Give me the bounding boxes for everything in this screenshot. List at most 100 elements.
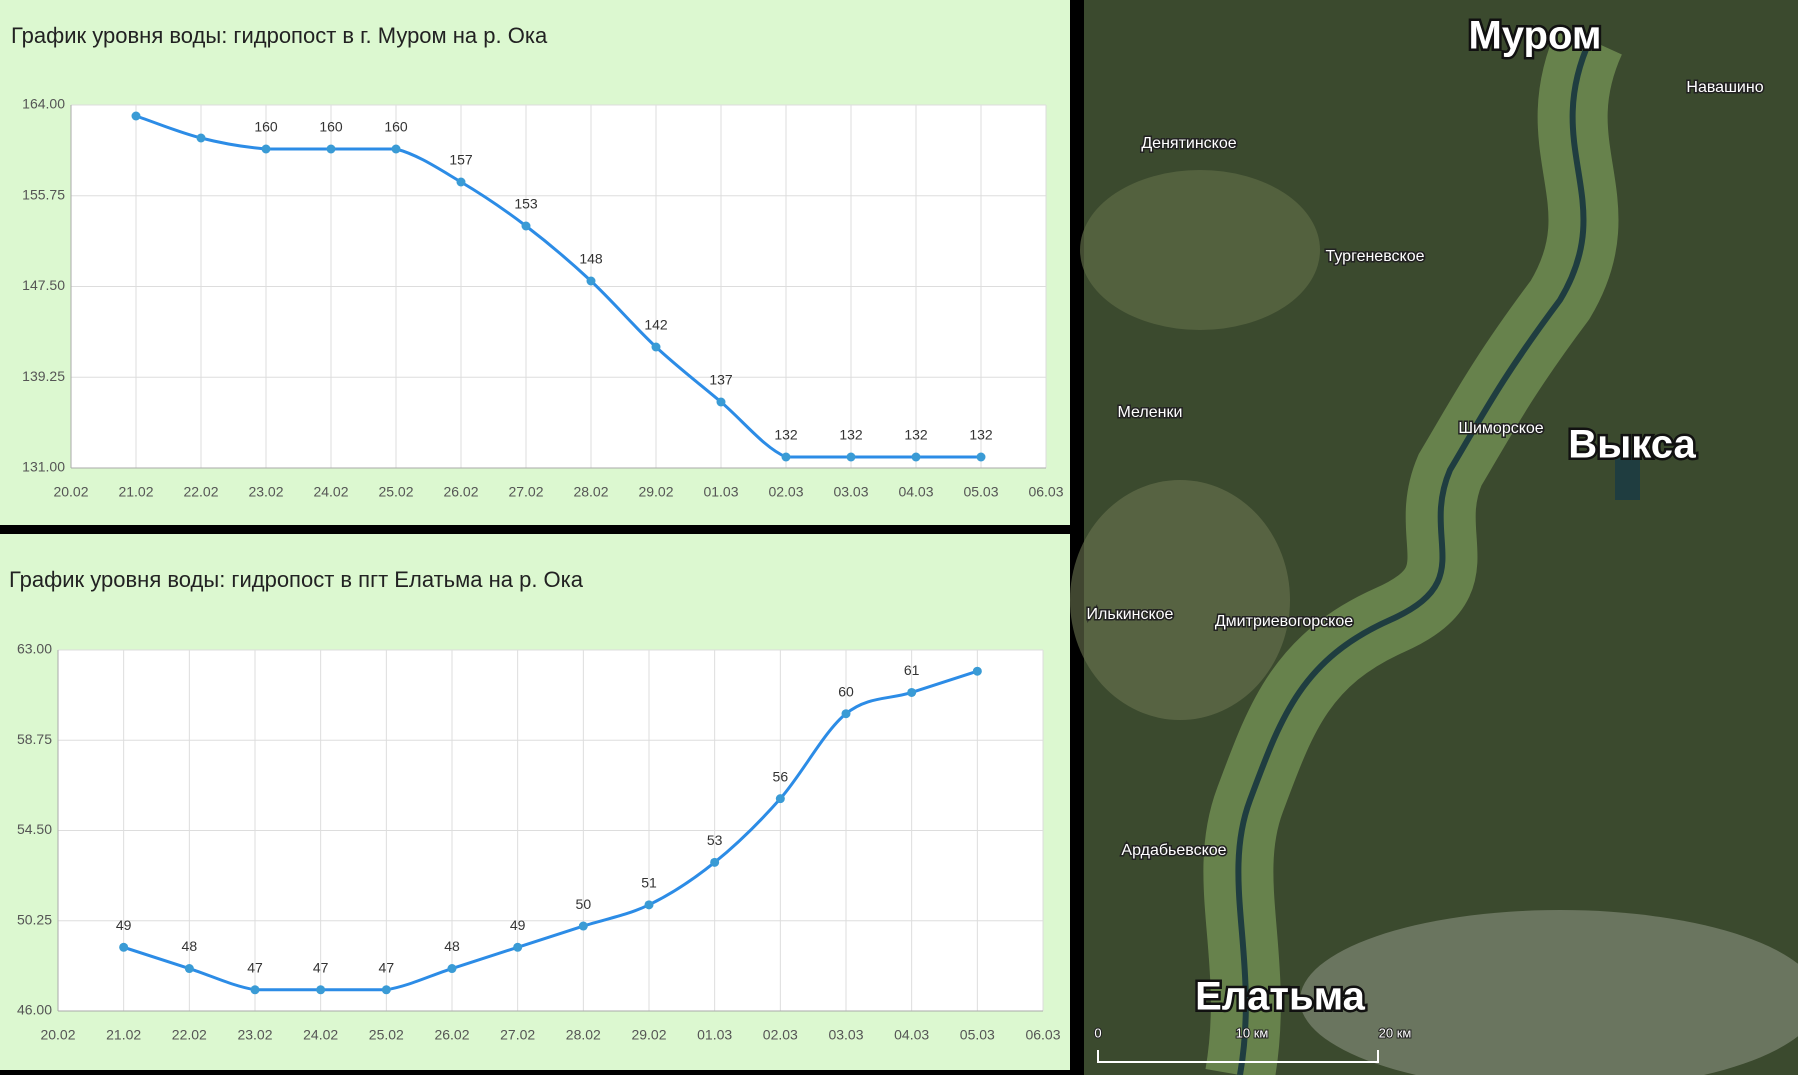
- y-tick-label: 147.50: [22, 277, 65, 293]
- x-tick-label: 04.03: [894, 1027, 929, 1043]
- y-tick-label: 63.00: [17, 641, 52, 657]
- point: [972, 666, 982, 676]
- map-label: Елатьма: [1195, 975, 1366, 1019]
- point: [846, 452, 856, 462]
- data-label: 56: [773, 768, 789, 784]
- data-label: 132: [774, 427, 798, 443]
- x-tick-label: 27.02: [508, 484, 543, 500]
- point: [521, 221, 531, 231]
- data-label: 160: [319, 119, 343, 135]
- data-label: 160: [254, 119, 278, 135]
- map-label: Денятинское: [1141, 135, 1236, 152]
- scale-bar: [1097, 1050, 1379, 1063]
- y-tick-label: 164.00: [22, 96, 65, 112]
- x-tick-label: 02.03: [768, 484, 803, 500]
- point: [841, 709, 851, 719]
- data-label: 47: [379, 959, 395, 975]
- point: [716, 397, 726, 407]
- data-label: 132: [839, 427, 863, 443]
- x-tick-label: 03.03: [828, 1027, 863, 1043]
- chart-title: График уровня воды: гидропост в г. Муром…: [11, 23, 548, 48]
- map-label: Меленки: [1118, 404, 1183, 421]
- data-label: 47: [247, 959, 263, 975]
- line: [123, 669, 978, 992]
- x-tick-label: 06.03: [1025, 1027, 1060, 1043]
- x-tick-label: 23.02: [237, 1027, 272, 1043]
- lake: [1615, 455, 1640, 500]
- x-tick-label: 05.03: [963, 484, 998, 500]
- scale-label: 0: [1094, 1025, 1101, 1040]
- chart-title: График уровня воды: гидропост в пгт Елат…: [9, 567, 584, 592]
- point: [119, 942, 129, 952]
- data-label: 148: [579, 251, 603, 267]
- data-label: 60: [838, 683, 854, 699]
- point: [644, 900, 654, 910]
- x-tick-label: 27.02: [500, 1027, 535, 1043]
- map-label: Ардабьевское: [1121, 842, 1226, 859]
- x-tick-label: 22.02: [183, 484, 218, 500]
- x-tick-label: 24.02: [303, 1027, 338, 1043]
- data-label: 53: [707, 832, 723, 848]
- line: [135, 114, 981, 459]
- point: [911, 452, 921, 462]
- y-tick-label: 155.75: [22, 186, 65, 202]
- x-tick-label: 29.02: [631, 1027, 666, 1043]
- map: Муром Навашино Денятинское Тургеневское …: [1070, 0, 1798, 1075]
- data-label: 49: [116, 917, 132, 933]
- map-label: Дмитриевогорское: [1215, 613, 1353, 630]
- river: [1235, 38, 1593, 1075]
- data-label: 47: [313, 959, 329, 975]
- x-tick-label: 26.02: [434, 1027, 469, 1043]
- x-tick-label: 28.02: [566, 1027, 601, 1043]
- point: [391, 144, 401, 154]
- map-label: Шиморское: [1458, 420, 1543, 437]
- x-tick-label: 01.03: [697, 1027, 732, 1043]
- point: [775, 794, 785, 804]
- data-label: 153: [514, 196, 538, 212]
- point: [250, 985, 260, 995]
- y-tick-label: 131.00: [22, 459, 65, 475]
- x-tick-label: 25.02: [369, 1027, 404, 1043]
- data-label: 48: [182, 938, 198, 954]
- scale-label: 10 км: [1236, 1025, 1269, 1040]
- x-tick-label: 25.02: [378, 484, 413, 500]
- x-tick-label: 29.02: [638, 484, 673, 500]
- y-tick-label: 46.00: [17, 1002, 52, 1018]
- point: [781, 452, 791, 462]
- data-label: 132: [904, 427, 928, 443]
- x-tick-label: 06.03: [1028, 484, 1063, 500]
- point: [196, 133, 206, 143]
- y-tick-label: 58.75: [17, 731, 52, 747]
- data-label: 50: [576, 896, 592, 912]
- data-label: 61: [904, 662, 920, 678]
- map-label: Илькинское: [1087, 606, 1174, 623]
- point: [381, 985, 391, 995]
- field: [1080, 170, 1320, 330]
- x-tick-label: 26.02: [443, 484, 478, 500]
- data-label: 142: [644, 317, 668, 333]
- x-tick-label: 20.02: [53, 484, 88, 500]
- point: [976, 452, 986, 462]
- y-tick-label: 139.25: [22, 368, 65, 384]
- data-label: 51: [641, 875, 657, 891]
- x-tick-label: 28.02: [573, 484, 608, 500]
- point: [456, 177, 466, 187]
- x-tick-label: 04.03: [898, 484, 933, 500]
- data-label: 157: [449, 152, 473, 168]
- data-label: 137: [709, 372, 733, 388]
- data-label: 48: [444, 938, 460, 954]
- x-tick-label: 20.02: [40, 1027, 75, 1043]
- point: [131, 111, 141, 121]
- data-label: 160: [384, 119, 408, 135]
- data-label: 49: [510, 917, 526, 933]
- point: [710, 857, 720, 867]
- data-label: 132: [969, 427, 993, 443]
- x-tick-label: 22.02: [172, 1027, 207, 1043]
- y-tick-label: 50.25: [17, 911, 52, 927]
- map-label: Муром: [1469, 14, 1602, 58]
- y-tick-label: 54.50: [17, 821, 52, 837]
- point: [316, 985, 326, 995]
- point: [447, 964, 457, 974]
- x-tick-label: 03.03: [833, 484, 868, 500]
